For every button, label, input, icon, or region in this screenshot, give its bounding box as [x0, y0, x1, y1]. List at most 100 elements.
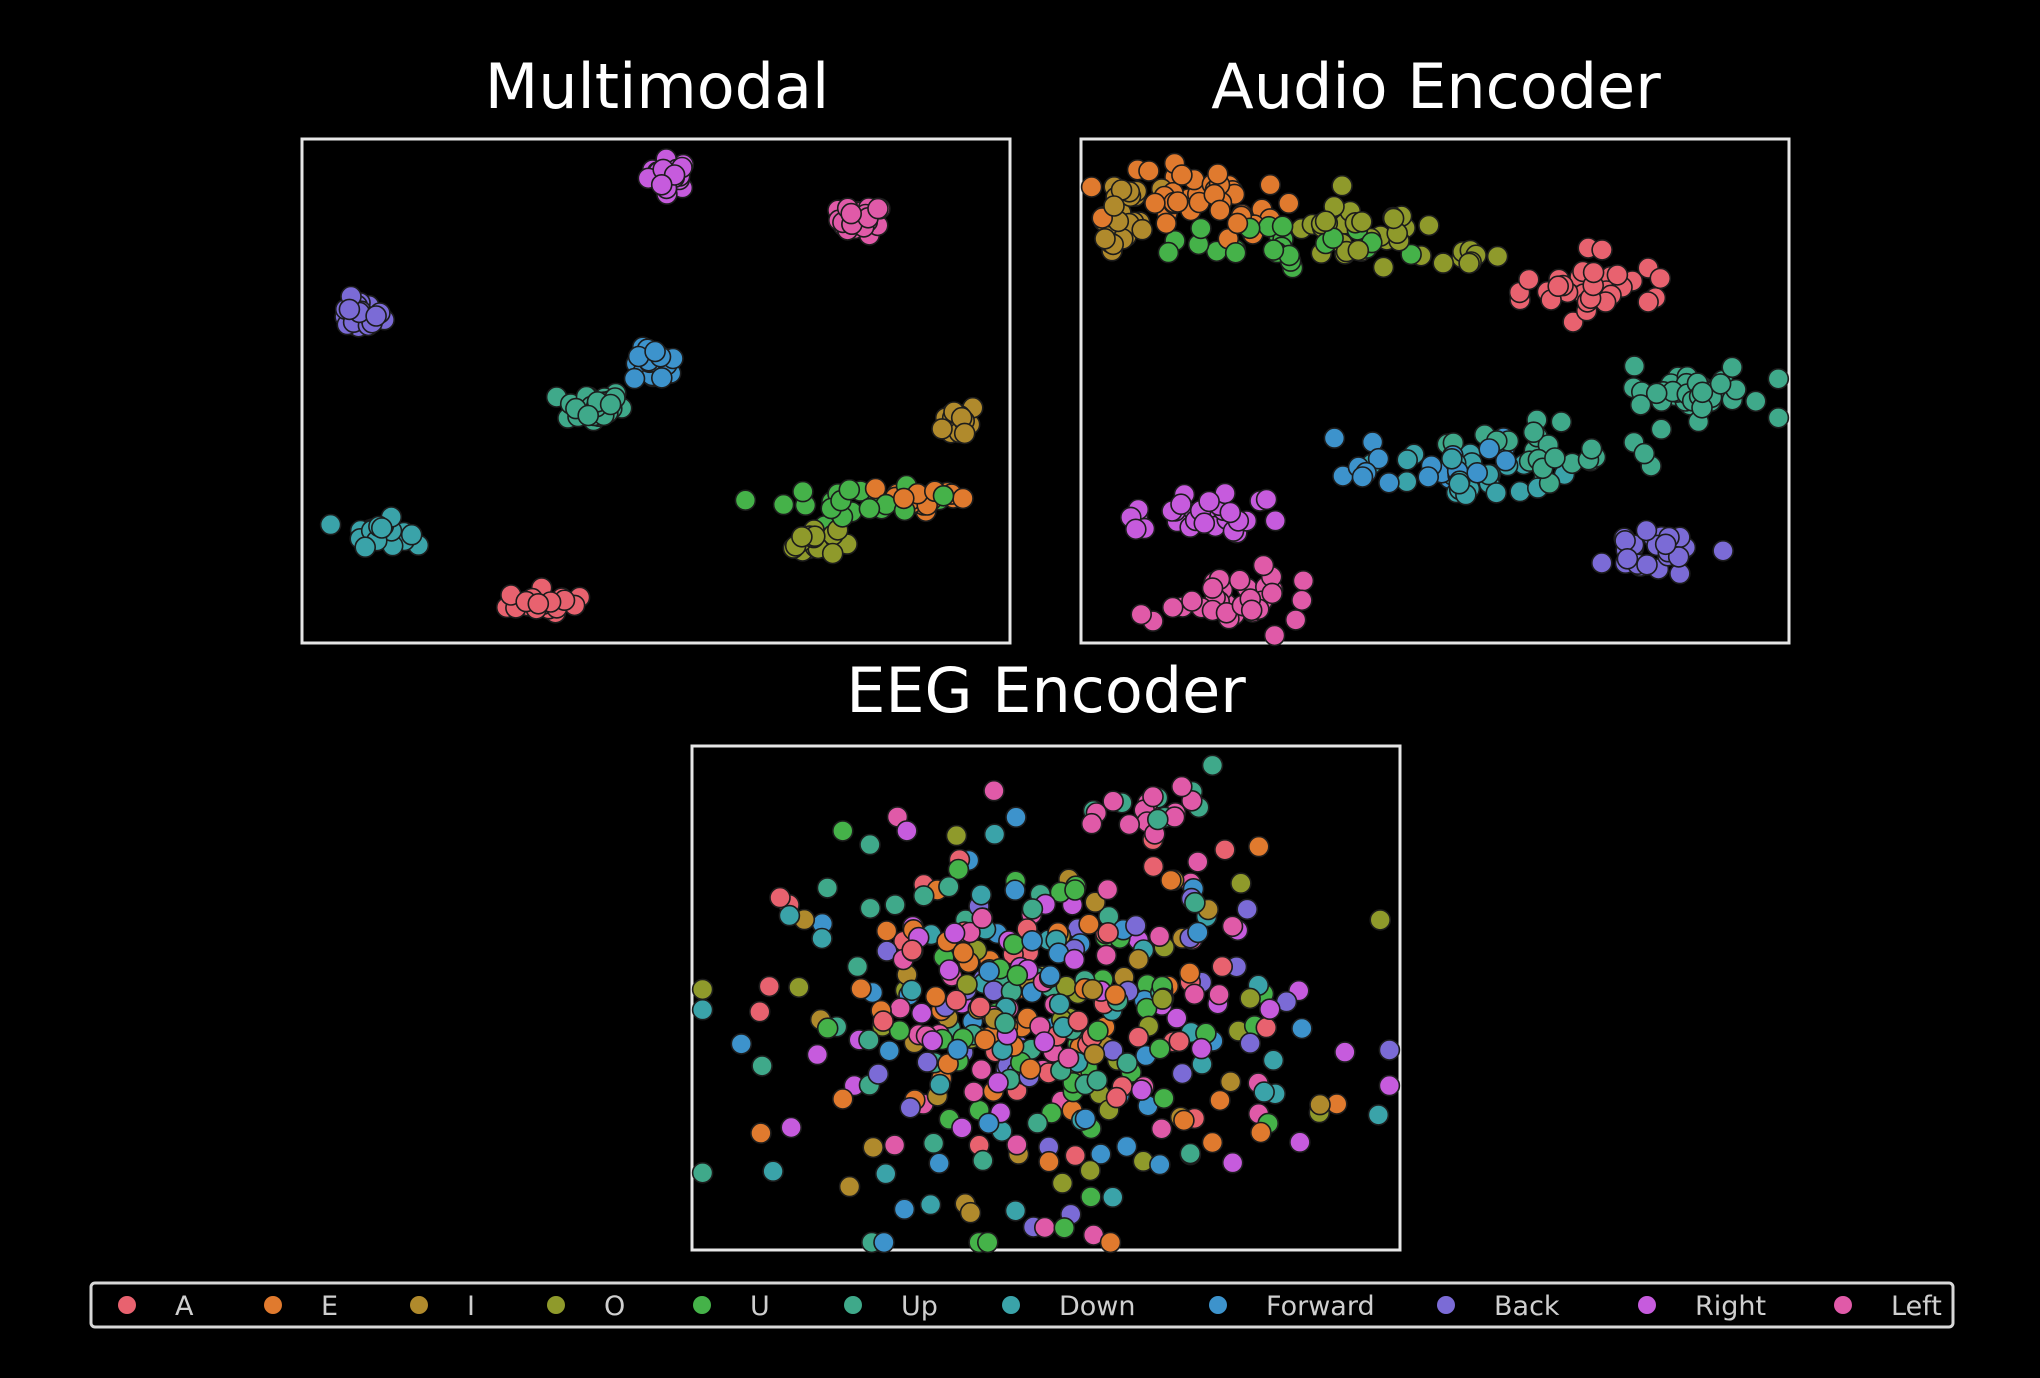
- audio-encoder-point-up: [1745, 390, 1767, 413]
- audio-encoder-point-o: [1347, 239, 1370, 262]
- eeg-encoder-point-right: [1190, 1037, 1213, 1060]
- audio-encoder-point-down: [1441, 447, 1463, 470]
- eeg-encoder-point-up: [846, 955, 869, 978]
- eeg-encoder-point-right: [938, 959, 961, 981]
- eeg-encoder-point-forward: [1074, 1108, 1097, 1130]
- eeg-encoder-point-down: [983, 823, 1006, 846]
- eeg-encoder-point-left: [1221, 915, 1244, 938]
- eeg-encoder-point-left: [1148, 925, 1171, 948]
- audio-encoder-point-back: [1654, 533, 1677, 556]
- eeg-encoder-point-right: [1378, 1074, 1401, 1097]
- multimodal-point-a: [527, 592, 550, 615]
- audio-encoder-point-e: [1259, 173, 1281, 196]
- eeg-encoder-point-down: [970, 883, 993, 906]
- multimodal-point-down: [319, 513, 342, 536]
- eeg-encoder-point-down: [762, 1160, 784, 1182]
- audio-encoder-point-i: [1103, 195, 1125, 217]
- audio-encoder-point-up: [1550, 411, 1573, 433]
- eeg-encoder-point-up: [884, 893, 906, 916]
- audio-encoder-point-forward: [1494, 449, 1517, 472]
- multimodal-point-u: [838, 478, 861, 501]
- legend-label-e: E: [321, 1291, 338, 1322]
- audio-encoder-point-o: [1458, 252, 1480, 275]
- eeg-encoder-point-down: [1048, 993, 1071, 1015]
- eeg-encoder-point-forward: [1021, 929, 1043, 952]
- audio-encoder-point-up: [1544, 447, 1566, 469]
- eeg-encoder-point-left: [1080, 812, 1103, 835]
- scatter-points-eeg-encoder: [691, 754, 1401, 1254]
- audio-encoder-point-u: [1271, 215, 1294, 237]
- audio-encoder-point-up: [1709, 373, 1732, 395]
- legend-item-forward: Forward: [1209, 1291, 1375, 1322]
- audio-encoder-point-e: [1171, 164, 1193, 186]
- eeg-encoder-point-i: [1081, 978, 1104, 1001]
- eeg-encoder-point-back: [1378, 1039, 1401, 1061]
- legend-item-up: Up: [844, 1291, 938, 1322]
- eeg-encoder-point-forward: [893, 1198, 916, 1220]
- eeg-encoder-point-e: [1178, 962, 1201, 984]
- eeg-encoder-point-down: [778, 904, 801, 927]
- eeg-encoder-point-back: [1171, 1062, 1194, 1085]
- eeg-encoder-point-e: [750, 1122, 772, 1144]
- eeg-encoder-point-forward: [1090, 1143, 1112, 1165]
- multimodal-point-forward: [650, 367, 673, 389]
- eeg-encoder-point-up: [972, 1149, 994, 1172]
- eeg-encoder-point-u: [976, 1231, 999, 1254]
- eeg-encoder-point-e: [974, 1029, 996, 1051]
- audio-encoder-point-u: [1400, 243, 1422, 266]
- eeg-encoder-point-left: [1057, 1047, 1080, 1069]
- audio-encoder-point-up: [1691, 381, 1714, 404]
- eeg-encoder-point-a: [1211, 955, 1233, 978]
- eeg-encoder-point-right: [910, 1002, 933, 1025]
- multimodal-point-left: [840, 202, 863, 225]
- audio-encoder-point-back: [1667, 546, 1690, 568]
- eeg-encoder-point-left: [971, 907, 994, 930]
- legend-label-back: Back: [1494, 1291, 1560, 1322]
- eeg-encoder-point-down: [811, 927, 833, 950]
- audio-encoder-point-a: [1582, 261, 1605, 284]
- legend-item-u: U: [693, 1291, 770, 1322]
- eeg-encoder-point-e: [1250, 1121, 1272, 1144]
- audio-encoder-point-o: [1382, 207, 1405, 230]
- legend-marker-left: [1834, 1296, 1852, 1314]
- eeg-encoder-point-forward: [1149, 1153, 1171, 1176]
- legend-label-forward: Forward: [1266, 1291, 1375, 1322]
- legend-marker-down: [1002, 1296, 1020, 1314]
- audio-encoder-point-e: [1166, 191, 1189, 213]
- scatter-points-audio-encoder: [1080, 152, 1790, 647]
- eeg-encoder-point-up: [1179, 1142, 1202, 1165]
- audio-encoder-point-down: [1485, 482, 1508, 504]
- eeg-encoder-point-o: [1079, 1159, 1101, 1182]
- eeg-encoder-point-up: [922, 1132, 945, 1154]
- audio-encoder-point-left: [1228, 569, 1251, 592]
- eeg-encoder-point-back: [1236, 898, 1258, 921]
- eeg-encoder-point-u: [1087, 1020, 1109, 1042]
- eeg-encoder-point-e: [1248, 835, 1270, 858]
- audio-encoder-point-left: [1261, 582, 1283, 605]
- eeg-encoder-point-up: [1201, 754, 1224, 777]
- eeg-encoder-point-down: [919, 1193, 942, 1216]
- legend-item-back: Back: [1437, 1291, 1560, 1322]
- legend-item-a: A: [118, 1291, 194, 1322]
- eeg-encoder-point-left: [983, 779, 1005, 802]
- legend-item-o: O: [547, 1291, 625, 1322]
- eeg-encoder-point-u: [947, 858, 970, 881]
- legend-marker-o: [547, 1296, 565, 1314]
- audio-encoder-point-left: [1292, 569, 1315, 592]
- audio-encoder-point-o: [1418, 214, 1440, 237]
- eeg-encoder-point-a: [758, 975, 781, 998]
- eeg-encoder-point-up: [691, 1162, 714, 1184]
- audio-encoder-point-left: [1252, 554, 1275, 577]
- audio-encoder-point-back: [1636, 553, 1658, 576]
- eeg-encoder-point-down: [1367, 1104, 1390, 1126]
- eeg-encoder-point-up: [1116, 1052, 1138, 1074]
- multimodal-point-up: [599, 393, 622, 416]
- multimodal-point-forward: [644, 340, 666, 363]
- legend-item-down: Down: [1002, 1291, 1136, 1322]
- eeg-encoder-point-u: [1080, 1186, 1102, 1208]
- audio-encoder-point-down: [1396, 470, 1418, 493]
- eeg-encoder-point-o: [1369, 909, 1391, 931]
- legend-item-i: I: [410, 1291, 475, 1322]
- audio-encoder-point-right: [1198, 490, 1220, 513]
- multimodal-point-i: [931, 418, 953, 440]
